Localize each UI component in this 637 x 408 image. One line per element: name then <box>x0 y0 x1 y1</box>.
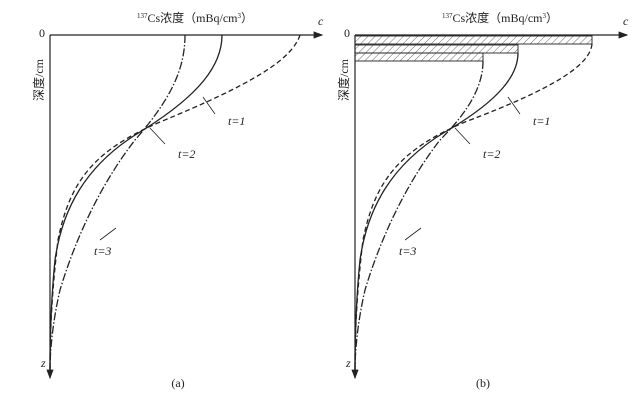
leader-line <box>507 96 521 115</box>
curve-t1 <box>354 43 593 371</box>
curve-t1 <box>49 34 301 371</box>
leader-line <box>202 96 216 115</box>
curve-label: t=1 <box>533 114 550 128</box>
hatched-bar <box>354 44 519 54</box>
y-var: z <box>40 356 46 370</box>
curve-t3 <box>354 60 484 371</box>
curve-label: t=1 <box>228 114 245 128</box>
curve-label: t=2 <box>483 147 500 161</box>
curve-label: t=3 <box>399 244 416 258</box>
hatched-bar <box>354 52 484 62</box>
y-axis-title: 深度/cm <box>336 58 351 101</box>
origin-label: 0 <box>344 26 350 40</box>
title-part: 137 <box>137 12 148 20</box>
leader-line <box>149 127 166 145</box>
curve-t2 <box>354 52 519 371</box>
leader-line <box>454 127 471 145</box>
panel-a: 137Cs浓度（mBq/cm3） c 0 深度/cm z (a) t=1 t=2 t=3 <box>31 10 324 390</box>
y-axis-title: 深度/cm <box>31 58 46 101</box>
leader-line <box>99 227 117 241</box>
x-var: c <box>318 14 324 28</box>
caption: (a) <box>171 376 184 390</box>
x-axis-title: 137Cs浓度（mBq/cm3） <box>137 10 253 25</box>
x-axis-title: 137Cs浓度（mBq/cm3） <box>442 10 558 25</box>
title-part: Cs浓度（mBq/cm <box>147 10 238 25</box>
caption: (b) <box>476 376 490 390</box>
title-part: ） <box>241 11 253 25</box>
y-var: z <box>345 356 351 370</box>
title-part: 137 <box>442 12 453 20</box>
title-part: 3 <box>543 12 547 20</box>
leader-line <box>404 227 422 241</box>
hatched-bar <box>354 35 593 45</box>
panel-b: 137Cs浓度（mBq/cm3） c 0 深度/cm z (b) t=1 t=2 t=3 <box>336 10 629 390</box>
origin-label: 0 <box>39 26 45 40</box>
curve-label: t=2 <box>178 147 195 161</box>
title-part: 3 <box>238 12 242 20</box>
title-part: ） <box>546 11 558 25</box>
x-var: c <box>623 14 629 28</box>
title-part: Cs浓度（mBq/cm <box>452 10 543 25</box>
curve-t2 <box>49 34 223 371</box>
curve-label: t=3 <box>94 244 111 258</box>
curve-t3 <box>49 34 186 371</box>
